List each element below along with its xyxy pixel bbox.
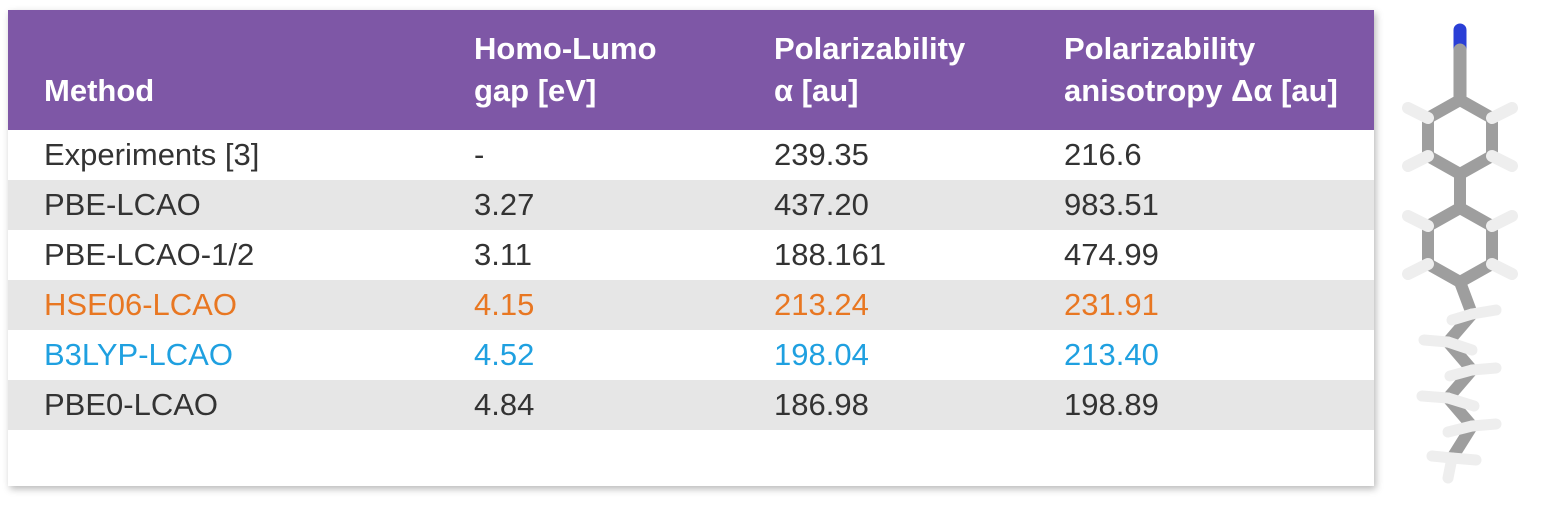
cell-gap: 3.11 [474, 237, 533, 272]
cell-gap: 3.27 [474, 187, 535, 222]
cell-polarizability: 239.35 [774, 137, 869, 172]
header-method: Method [8, 10, 438, 130]
results-table: Method Homo-Lumo gap [eV] Polarizability… [8, 10, 1374, 430]
table-row: Experiments [3] - 239.35 216.6 [8, 130, 1374, 180]
header-polarizability: Polarizability α [au] [738, 10, 1028, 130]
header-polarizability-line1: Polarizability [774, 31, 966, 66]
cell-anisotropy: 213.40 [1064, 337, 1159, 372]
cell-method: Experiments [3] [44, 137, 260, 172]
header-method-line2: Method [44, 73, 155, 108]
cell-method: PBE-LCAO [44, 187, 201, 222]
molecule-stick-model-icon [1402, 23, 1518, 484]
table-row: PBE0-LCAO 4.84 186.98 198.89 [8, 380, 1374, 430]
cell-gap: 4.15 [474, 287, 535, 322]
cell-gap: 4.84 [474, 387, 535, 422]
header-gap: Homo-Lumo gap [eV] [438, 10, 738, 130]
table-row: B3LYP-LCAO 4.52 198.04 213.40 [8, 330, 1374, 380]
cell-polarizability: 213.24 [774, 287, 869, 322]
cell-polarizability: 437.20 [774, 187, 869, 222]
table-body: Experiments [3] - 239.35 216.6 PBE-LCAO 3.27 4… [8, 130, 1374, 430]
cell-gap: - [474, 137, 485, 172]
table-row: PBE-LCAO 3.27 437.20 983.51 [8, 180, 1374, 230]
cell-anisotropy: 216.6 [1064, 137, 1142, 172]
cell-gap: 4.52 [474, 337, 535, 372]
header-polarizability-line2: α [au] [774, 73, 859, 108]
cell-anisotropy: 983.51 [1064, 187, 1159, 222]
results-table-card: Method Homo-Lumo gap [eV] Polarizability… [8, 10, 1374, 486]
cell-polarizability: 198.04 [774, 337, 869, 372]
cell-polarizability: 186.98 [774, 387, 869, 422]
cell-method: HSE06-LCAO [44, 287, 237, 322]
cell-polarizability: 188.161 [774, 237, 887, 272]
header-anisotropy-line1: Polarizability [1064, 31, 1256, 66]
cell-method: B3LYP-LCAO [44, 337, 233, 372]
header-anisotropy-line2: anisotropy Δα [au] [1064, 73, 1338, 108]
header-row: Method Homo-Lumo gap [eV] Polarizability… [8, 10, 1374, 130]
cell-anisotropy: 198.89 [1064, 387, 1159, 422]
cell-anisotropy: 231.91 [1064, 287, 1159, 322]
cell-method: PBE-LCAO-1/2 [44, 237, 255, 272]
table-header: Method Homo-Lumo gap [eV] Polarizability… [8, 10, 1374, 130]
table-row: PBE-LCAO-1/2 3.11 188.161 474.99 [8, 230, 1374, 280]
table-row: HSE06-LCAO 4.15 213.24 231.91 [8, 280, 1374, 330]
cell-anisotropy: 474.99 [1064, 237, 1159, 272]
header-gap-line2: gap [eV] [474, 73, 597, 108]
header-gap-line1: Homo-Lumo [474, 31, 657, 66]
cell-method: PBE0-LCAO [44, 387, 219, 422]
header-anisotropy: Polarizability anisotropy Δα [au] [1028, 10, 1374, 130]
